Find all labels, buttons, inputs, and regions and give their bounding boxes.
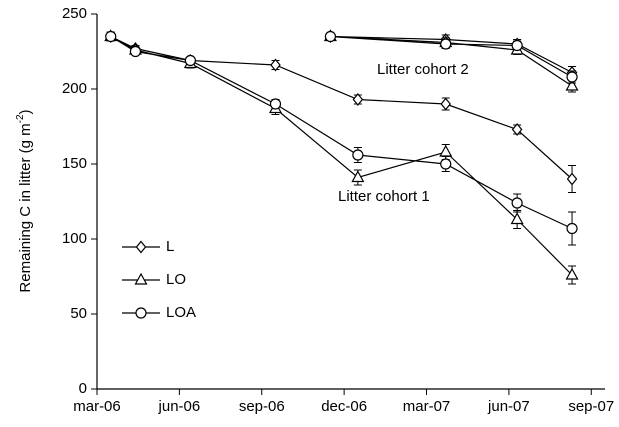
x-tick-label: dec-06	[321, 398, 367, 415]
data-point	[511, 197, 523, 209]
x-tick-label: sep-06	[239, 398, 285, 415]
x-tick-label: jun-06	[158, 398, 201, 415]
data-point	[565, 78, 579, 91]
legend-marker	[134, 272, 148, 285]
y-tick-label: 100	[62, 230, 87, 247]
y-label-sup: -2	[15, 114, 26, 123]
data-point	[439, 144, 453, 157]
y-label-end: )	[17, 109, 34, 114]
x-tick-label: jun-07	[487, 398, 530, 415]
x-tick-label: mar-06	[73, 398, 121, 415]
data-point	[270, 58, 281, 72]
data-point	[511, 123, 523, 136]
data-point	[566, 71, 578, 83]
data-point	[511, 39, 523, 52]
y-tick-label: 0	[79, 380, 87, 397]
legend-label: LOA	[166, 304, 196, 321]
x-tick-label: mar-07	[403, 398, 451, 415]
y-tick-label: 250	[62, 5, 87, 22]
series-line	[330, 35, 573, 78]
data-point	[184, 54, 196, 67]
series-line	[110, 35, 573, 276]
data-point	[440, 97, 452, 111]
data-point	[352, 93, 364, 106]
data-point	[566, 222, 578, 235]
legend-label: LO	[166, 271, 186, 288]
data-point	[440, 158, 452, 170]
legend-marker	[135, 240, 147, 254]
y-tick-label: 50	[70, 305, 87, 322]
data-point	[352, 149, 364, 161]
y-tick-label: 150	[62, 155, 87, 172]
legend-marker	[135, 307, 147, 319]
data-point	[129, 45, 142, 58]
data-point	[105, 30, 117, 43]
data-point	[440, 38, 452, 50]
series-line	[110, 35, 573, 180]
y-tick-label: 200	[62, 80, 87, 97]
y-axis-label: Remaining C in litter (g m-2)	[15, 109, 34, 292]
x-tick-label: sep-07	[568, 398, 614, 415]
series-line	[330, 35, 573, 74]
data-point	[324, 30, 337, 43]
y-label-text: Remaining C in litter (g m	[17, 123, 34, 292]
data-point	[566, 172, 578, 186]
data-point	[269, 98, 282, 110]
legend-label: L	[166, 238, 174, 255]
annotation: Litter cohort 2	[377, 61, 469, 78]
series-line	[110, 35, 573, 230]
data-point	[510, 212, 524, 225]
data-point	[351, 170, 365, 183]
series-line	[330, 35, 573, 87]
annotation: Litter cohort 1	[338, 188, 430, 205]
data-point	[565, 267, 579, 280]
